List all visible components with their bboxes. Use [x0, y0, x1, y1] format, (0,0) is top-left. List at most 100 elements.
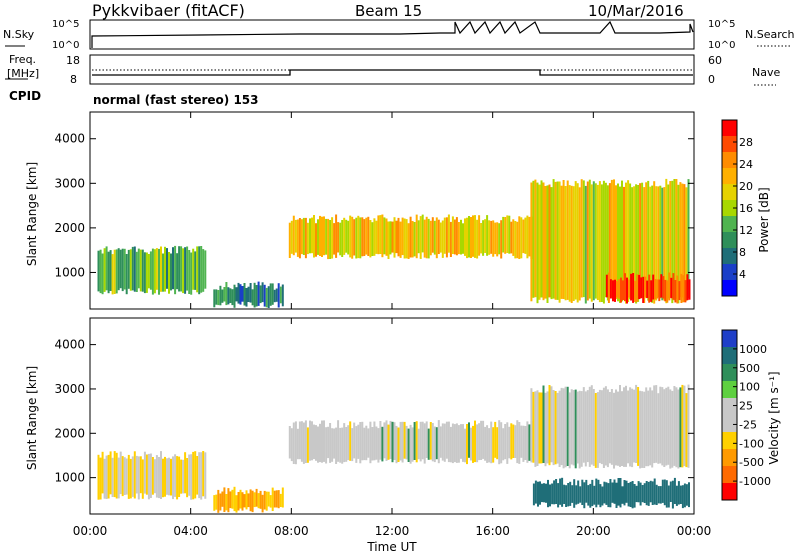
heatmap-cell	[315, 425, 317, 461]
heatmap-cell	[407, 223, 410, 259]
heatmap-cell	[669, 481, 672, 502]
y-tick-label: 3000	[54, 176, 85, 190]
heatmap-cell	[363, 219, 366, 256]
heatmap-cell	[294, 421, 297, 465]
heatmap-cell	[281, 487, 284, 508]
heatmap-cell	[443, 217, 446, 254]
colorbar-tick-label: -100	[739, 437, 764, 450]
heatmap-cell	[607, 272, 610, 303]
heatmap-cell	[439, 222, 442, 253]
heatmap-cell	[219, 493, 222, 511]
nsky-label: N.Sky	[3, 28, 35, 41]
heatmap-cell	[592, 389, 595, 466]
freq-trace	[92, 69, 693, 76]
heatmap-cell	[462, 424, 464, 462]
heatmap-cell	[225, 494, 228, 511]
heatmap-cell	[460, 424, 462, 459]
heatmap-cell	[608, 392, 611, 464]
heatmap-cell	[337, 420, 340, 462]
heatmap-cell	[339, 427, 342, 463]
heatmap-cell	[441, 423, 444, 461]
heatmap-cell	[512, 219, 515, 256]
heatmap-cell	[653, 478, 656, 505]
heatmap-cell	[546, 391, 549, 464]
heatmap-cell	[300, 219, 303, 255]
heatmap-cell	[433, 220, 436, 255]
heatmap-cell	[579, 486, 582, 503]
colorbar-swatch	[722, 136, 737, 153]
heatmap-cell	[518, 422, 521, 464]
heatmap-cell	[494, 222, 497, 255]
heatmap-cell	[575, 485, 578, 505]
heatmap-cell	[151, 457, 154, 495]
heatmap-cell	[658, 279, 661, 302]
heatmap-cell	[522, 219, 525, 254]
colorbar-swatch	[722, 280, 737, 297]
heatmap-cell	[277, 490, 280, 509]
heatmap-cell	[584, 185, 587, 304]
nsearch-label: N.Search	[745, 28, 795, 41]
heatmap-cell	[603, 481, 606, 504]
heatmap-cell	[221, 289, 224, 303]
heatmap-cell	[606, 185, 609, 301]
heatmap-cell	[137, 248, 140, 289]
heatmap-cell	[190, 454, 193, 500]
heatmap-cell	[555, 479, 558, 504]
heatmap-cell	[609, 279, 612, 299]
heatmap-cell	[663, 389, 666, 467]
heatmap-cell	[341, 220, 344, 257]
heatmap-cell	[329, 220, 332, 259]
heatmap-cell	[643, 391, 646, 468]
heatmap-cell	[567, 483, 570, 507]
heatmap-cell	[484, 426, 487, 461]
heatmap-cell	[591, 479, 594, 507]
heatmap-cell	[539, 481, 541, 505]
y-tick-label: 1000	[54, 471, 85, 485]
heatmap-cell	[660, 274, 663, 298]
heatmap-cell	[677, 389, 680, 469]
heatmap-cell	[516, 221, 519, 259]
heatmap-cell	[617, 183, 619, 302]
heatmap-cell	[640, 277, 643, 299]
heatmap-cell	[323, 216, 325, 256]
heatmap-cell	[572, 186, 575, 301]
colorbar-swatch	[722, 120, 737, 137]
heatmap-cell	[500, 220, 503, 259]
x-tick-label: 20:00	[576, 524, 611, 538]
heatmap-cell	[164, 456, 166, 497]
heatmap-cell	[251, 289, 254, 306]
heatmap-cell	[182, 248, 185, 294]
colorbar-tick-label: 20	[739, 180, 753, 193]
heatmap-cell	[560, 185, 563, 299]
heatmap-cell	[97, 454, 100, 500]
heatmap-cell	[571, 485, 574, 503]
heatmap-cell	[271, 283, 274, 305]
heatmap-cell	[599, 484, 602, 508]
heatmap-cell	[449, 221, 452, 257]
heatmap-cell	[373, 218, 376, 256]
velocity-heatmap	[97, 384, 690, 513]
heatmap-cell	[371, 427, 374, 461]
heatmap-cell	[367, 428, 370, 458]
nave-label: Nave	[752, 66, 780, 79]
heatmap-cell	[542, 385, 545, 463]
heatmap-cell	[409, 216, 412, 258]
heatmap-cell	[417, 428, 420, 460]
heatmap-cell	[259, 490, 262, 509]
heatmap-cell	[97, 250, 100, 292]
heatmap-cell	[349, 421, 352, 461]
colorbar-swatch	[722, 432, 737, 450]
heatmap-cell	[642, 276, 645, 303]
heatmap-cell	[315, 223, 317, 257]
heatmap-cell	[349, 215, 352, 258]
heatmap-cell	[387, 424, 390, 460]
heatmap-cell	[403, 218, 406, 259]
heatmap-cell	[634, 280, 637, 302]
heatmap-cell	[468, 216, 470, 258]
heatmap-cell	[357, 424, 360, 459]
heatmap-cell	[331, 217, 334, 259]
heatmap-cell	[298, 421, 301, 460]
heatmap-cell	[619, 186, 621, 303]
heatmap-cell	[494, 421, 497, 458]
heatmap-cell	[549, 484, 551, 507]
